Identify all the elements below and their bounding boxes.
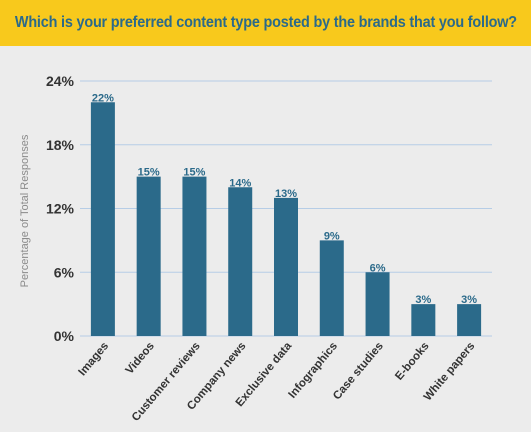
- y-tick-label: 0%: [54, 328, 75, 344]
- y-tick-label: 18%: [46, 137, 75, 153]
- bar-exclusive-data: [274, 197, 298, 336]
- bar-company-news: [228, 187, 253, 336]
- bar-customer-reviews: [182, 176, 207, 336]
- y-tick-label: 6%: [54, 264, 75, 280]
- y-axis-label: Percentage of Total Responses: [19, 134, 31, 287]
- value-label: 13%: [275, 188, 297, 200]
- bar-chart: 0% 6% 12% 18% 24% Percentage of Total Respon…: [19, 73, 492, 424]
- bar-infographics: [319, 240, 344, 336]
- value-label: 14%: [229, 177, 251, 189]
- value-label: 3%: [461, 294, 477, 306]
- value-label: 3%: [415, 294, 431, 306]
- x-tick-label: Infographics: [287, 340, 341, 401]
- value-label: 15%: [138, 167, 160, 179]
- x-tick-label: Images: [77, 340, 112, 378]
- x-tick-label: Videos: [124, 340, 157, 376]
- y-axis-ticks: 0% 6% 12% 18% 24%: [46, 73, 75, 344]
- value-labels: 22% 15% 15% 14% 13% 9% 6% 3% 3%: [92, 92, 477, 306]
- y-tick-label: 12%: [46, 201, 75, 217]
- bar-images: [90, 102, 115, 336]
- x-tick-label: Case studies: [331, 340, 386, 402]
- value-label: 15%: [183, 167, 205, 179]
- x-tick-label: E-books: [393, 340, 431, 382]
- value-label: 22%: [92, 92, 114, 104]
- title-bar: Which is your preferred content type pos…: [0, 0, 531, 46]
- chart-area: 0% 6% 12% 18% 24% Percentage of Total Respon…: [0, 46, 531, 427]
- chart-title: Which is your preferred content type pos…: [14, 14, 517, 31]
- value-label: 6%: [370, 262, 386, 274]
- bar-case-studies: [365, 272, 390, 336]
- value-label: 9%: [324, 230, 340, 242]
- bars: [90, 102, 482, 336]
- bar-e-books: [411, 304, 436, 336]
- bar-white-papers: [457, 304, 482, 336]
- y-tick-label: 24%: [46, 73, 75, 89]
- bar-videos: [136, 176, 161, 336]
